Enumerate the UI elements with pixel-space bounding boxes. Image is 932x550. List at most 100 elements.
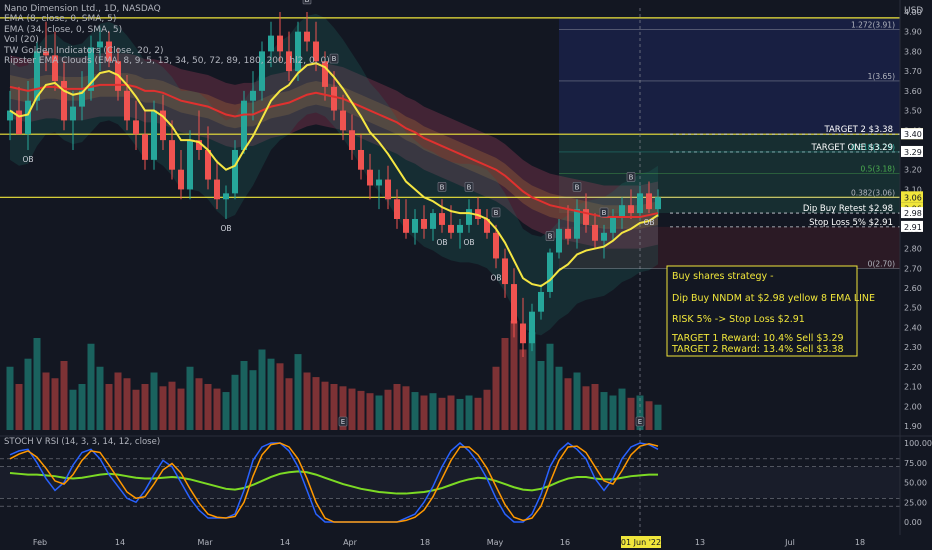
ob-label-5: OB (22, 155, 33, 164)
candle-body-72 (655, 197, 661, 210)
candle-body-15 (142, 134, 148, 160)
time-tick-10: Jul (784, 538, 795, 547)
candle-body-14 (133, 120, 139, 135)
candle-body-7 (70, 106, 76, 121)
candle-body-18 (169, 140, 175, 170)
candle-body-33 (304, 31, 310, 42)
volume-bar-48 (438, 397, 446, 430)
time-tick-11: 18 (855, 538, 865, 547)
strategy-line-1: Dip Buy NNDM at $2.98 yellow 8 EMA LINE (672, 293, 875, 304)
symbol-title: Nano Dimension Ltd., 1D, NASDAQ (4, 4, 161, 14)
price-tick-4: 3.60 (904, 87, 922, 96)
volume-bar-42 (384, 389, 392, 430)
candle-body-27 (250, 90, 256, 101)
candle-body-29 (268, 35, 274, 52)
event-marker-box-1 (329, 53, 339, 64)
candle-body-13 (124, 90, 130, 121)
volume-bar-13 (123, 378, 131, 430)
ob-label-3: OB (490, 273, 501, 282)
price-tick-9: 3.10 (904, 185, 922, 194)
time-tick-5: 18 (420, 538, 430, 547)
volume-bar-59 (537, 361, 545, 430)
candle-body-51 (466, 209, 472, 225)
volume-bar-65 (591, 384, 599, 430)
volume-bar-11 (105, 384, 113, 430)
strategy-line-2: RISK 5% -> Stop Loss $2.91 (672, 314, 805, 325)
event-marker-9: E (341, 418, 345, 426)
candle-body-31 (286, 51, 292, 72)
time-tick-7: 16 (560, 538, 570, 547)
stoch-tick-1: 75.00 (904, 459, 927, 468)
strategy-title: Buy shares strategy - (672, 271, 774, 282)
candle-body-45 (412, 219, 418, 233)
volume-bar-17 (159, 386, 167, 430)
time-tick-4: Apr (343, 538, 358, 547)
volume-bar-38 (348, 388, 356, 430)
target-labels: TARGET 2 $3.38 3.40 TARGET ONE $3.29 3.29 Di… (803, 125, 923, 232)
volume-bar-58 (528, 332, 536, 430)
target-tag-bg-0 (901, 128, 923, 140)
candle-body-68 (619, 205, 625, 218)
price-tick-15: 2.50 (904, 304, 922, 313)
volume-bar-53 (483, 389, 491, 430)
stoch-tick-0: 100.00 (904, 439, 932, 448)
volume-bar-2 (24, 358, 32, 430)
volume-bar-66 (600, 392, 608, 430)
candle-body-61 (556, 228, 562, 253)
volume-bar-1 (15, 384, 23, 430)
candle-body-36 (331, 86, 337, 111)
volume-bar-45 (411, 392, 419, 430)
candle-body-24 (223, 193, 229, 200)
candle-body-40 (367, 169, 373, 186)
time-tick-6: May (487, 538, 504, 547)
candle-body-49 (448, 224, 454, 233)
volume-bar-24 (222, 392, 230, 430)
stoch-signal-line (9, 470, 658, 495)
indicator-legend: Nano Dimension Ltd., 1D, NASDAQ EMA (8, … (4, 4, 330, 66)
ob-label-0: OB (220, 224, 231, 233)
price-tick-1: 3.90 (904, 28, 922, 37)
volume-bar-61 (555, 366, 563, 430)
volume-bar-69 (627, 397, 635, 430)
price-tick-20: 2.00 (904, 402, 922, 411)
price-tick-2: 3.80 (904, 47, 922, 56)
volume-bar-14 (132, 389, 140, 430)
target-label-3: Stop Loss 5% $2.91 (809, 218, 893, 228)
event-marker-10: E (638, 418, 642, 426)
volume-bar-37 (339, 386, 347, 430)
candle-body-71 (646, 193, 652, 210)
event-marker-7: B (602, 209, 607, 217)
target-label-0: TARGET 2 $3.38 (823, 125, 893, 135)
current-date-bg (621, 536, 661, 548)
candle-body-64 (583, 209, 589, 225)
candle-body-20 (187, 140, 193, 190)
candle-body-65 (592, 224, 598, 241)
volume-bar-47 (429, 393, 437, 430)
price-tag-0: 3.06 (904, 193, 922, 202)
volume-bar-28 (258, 349, 266, 430)
candle-body-57 (520, 323, 526, 344)
candle-body-5 (52, 55, 58, 81)
price-tick-19: 2.10 (904, 383, 922, 392)
price-tick-18: 2.20 (904, 363, 922, 372)
event-marker-6: B (575, 183, 580, 191)
legend-golden: TW Golden Indicators (Close, 20, 2) (4, 45, 164, 56)
candle-body-63 (574, 209, 580, 239)
candle-body-46 (421, 219, 427, 229)
volume-bar-23 (213, 388, 221, 430)
ob-label-2: OB (463, 238, 474, 247)
candle-body-21 (196, 140, 202, 150)
candle-body-9 (88, 47, 94, 91)
event-marker-box-10 (635, 416, 645, 427)
candle-body-26 (241, 100, 247, 150)
volume-bar-40 (366, 393, 374, 430)
stoch-tick-2: 50.00 (904, 479, 927, 488)
volume-bar-7 (69, 389, 77, 430)
target-label-1: TARGET ONE $3.29 (810, 143, 893, 153)
event-marker-box-8 (626, 172, 636, 182)
candle-body-1 (16, 110, 22, 135)
currency-label: USD (904, 6, 923, 16)
volume-bar-15 (141, 384, 149, 430)
event-marker-box-7 (599, 207, 609, 218)
